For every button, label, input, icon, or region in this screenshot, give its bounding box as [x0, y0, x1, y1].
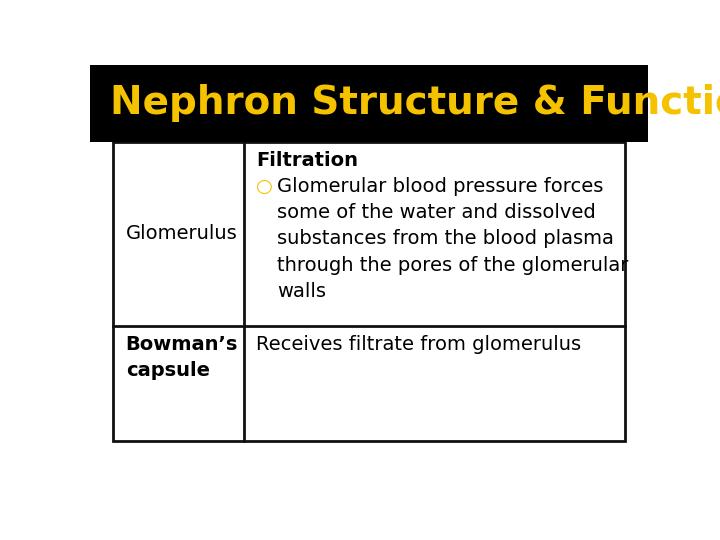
Text: walls: walls	[277, 282, 326, 301]
Text: Glomerulus: Glomerulus	[126, 224, 238, 244]
Text: Receives filtrate from glomerulus: Receives filtrate from glomerulus	[256, 335, 581, 354]
Text: Filtration: Filtration	[256, 151, 358, 170]
Text: through the pores of the glomerular: through the pores of the glomerular	[277, 255, 629, 275]
Text: ○: ○	[256, 177, 273, 196]
Text: some of the water and dissolved: some of the water and dissolved	[277, 203, 596, 222]
Text: Bowman’s: Bowman’s	[126, 335, 238, 354]
Text: substances from the blood plasma: substances from the blood plasma	[277, 230, 614, 248]
Text: Nephron Structure & Function: Nephron Structure & Function	[109, 84, 720, 122]
Bar	[90, 65, 648, 141]
Bar	[114, 141, 624, 441]
Text: capsule: capsule	[126, 361, 210, 380]
Text: Glomerular blood pressure forces: Glomerular blood pressure forces	[277, 177, 603, 196]
